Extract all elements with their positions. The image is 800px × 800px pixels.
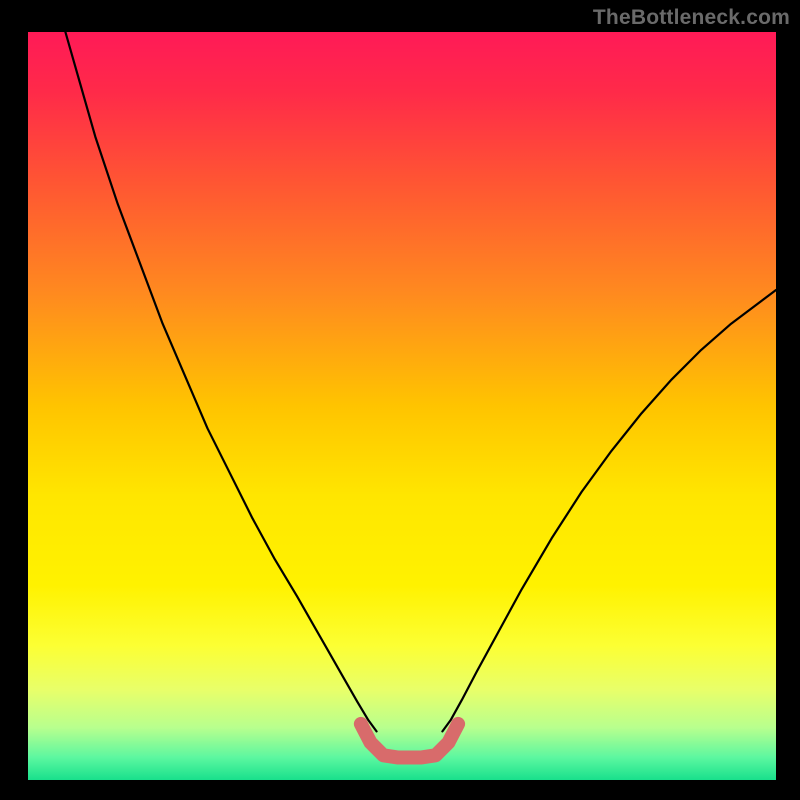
watermark-label: TheBottleneck.com [593,6,790,30]
plot-area [28,32,776,780]
chart-frame: TheBottleneck.com [0,0,800,800]
gradient-background [28,32,776,780]
plot-svg [28,32,776,780]
